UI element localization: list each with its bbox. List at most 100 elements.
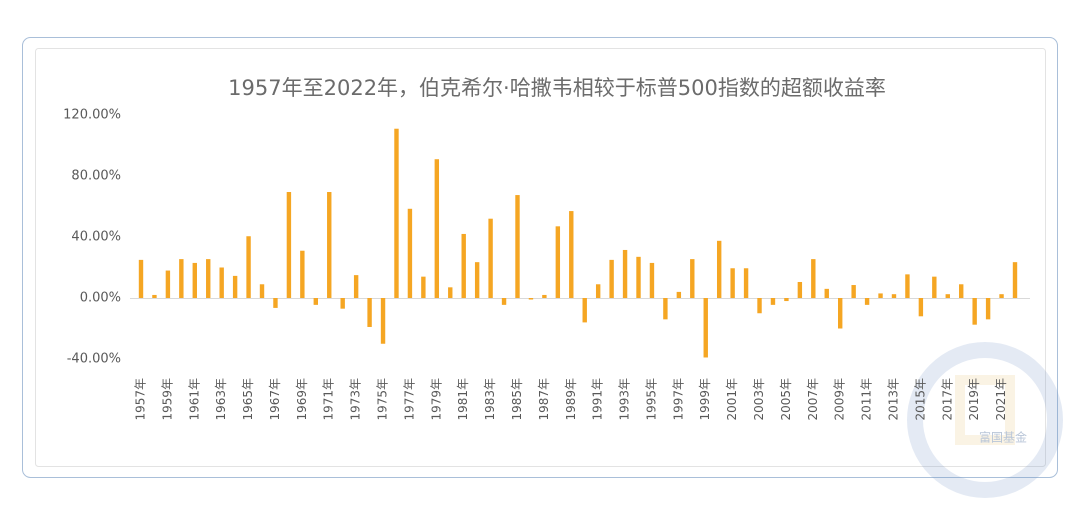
chart-panel [35,48,1046,467]
bar [918,298,924,317]
bar [690,259,695,298]
x-tick-label: 2015年 [913,378,927,421]
bar [246,236,251,298]
bar [622,249,628,298]
bar [555,226,561,298]
bar [582,298,587,323]
x-tick-label: 2019年 [967,378,981,421]
x-tick-label: 1977年 [402,378,416,421]
bar [838,298,843,329]
x-tick-label: 1989年 [564,378,578,421]
bar [313,298,318,305]
x-tick-label: 1981年 [456,378,470,421]
bar [797,281,803,298]
bar [394,128,399,298]
bar [273,298,278,308]
bar [569,211,574,298]
bar [165,270,171,298]
bar [340,298,345,309]
bar [434,159,440,298]
bar [985,298,991,320]
bar [152,294,157,298]
bar [528,298,534,300]
x-tick-label: 1999年 [698,378,712,421]
y-tick-label: 40.00% [71,230,121,245]
x-tick-label: 1993年 [618,378,632,421]
bar [676,291,682,298]
bar [824,288,829,298]
x-tick-label: 1971年 [322,378,336,421]
x-tick-label: 1957年 [134,378,148,421]
bar [367,298,372,327]
bar [959,284,964,298]
x-tick-label: 1973年 [349,378,363,421]
x-tick-label: 1969年 [295,378,309,421]
bar [179,259,184,298]
bar [138,259,144,298]
bar [501,298,507,305]
bar [515,195,520,298]
x-tick-label: 1985年 [510,378,524,421]
y-tick-label: 0.00% [80,291,121,306]
x-tick-label: 2007年 [806,378,820,421]
bar [286,192,292,298]
bar [730,268,735,298]
bar [542,294,547,298]
bar [878,293,883,298]
watermark: 富国基金 [979,430,1027,445]
bar [811,259,816,298]
bar [421,276,426,298]
y-tick-label: 120.00% [63,108,121,123]
x-tick-label: 1967年 [268,378,282,421]
bar [864,298,870,305]
x-tick-label: 1979年 [429,378,443,421]
bar [259,284,265,298]
x-tick-label: 1987年 [537,378,551,421]
bar [932,276,937,298]
bar [784,298,789,302]
bar [891,294,897,298]
x-tick-label: 1961年 [187,378,201,421]
x-tick-label: 1983年 [483,378,497,421]
bar [300,250,305,298]
bar [448,287,453,298]
x-tick-label: 2003年 [752,378,766,421]
bar [488,218,493,298]
x-tick-label: 2001年 [725,378,739,421]
x-tick-label: 2013年 [886,378,900,421]
x-tick-label: 1965年 [241,378,255,421]
x-tick-label: 1997年 [671,378,685,421]
bar [649,262,655,298]
bar [192,262,197,298]
bar [474,262,480,298]
bar [663,298,668,320]
bar [407,208,413,298]
x-tick-label: 2017年 [940,378,954,421]
bar [770,298,776,305]
bar [945,294,950,298]
watermark-logo [907,342,1063,498]
bar [905,274,910,298]
bar [1012,262,1018,298]
bar [232,275,238,298]
x-tick-label: 2021年 [994,378,1008,421]
y-tick-label: -40.00% [67,352,121,367]
y-tick-label: 80.00% [71,169,121,184]
bar [636,256,641,298]
bar [353,275,359,298]
bar [716,240,722,298]
bar [219,267,224,298]
x-tick-label: 2009年 [833,378,847,421]
bar [461,233,466,298]
bar [851,285,856,298]
bar [327,192,332,298]
bar [999,294,1004,298]
bar [703,298,708,358]
chart-title: 1957年至2022年，伯克希尔·哈撒韦相较于标普500指数的超额收益率 [228,76,886,100]
bar [972,298,977,325]
bar [743,268,749,298]
bar [206,259,211,298]
x-tick-label: 1995年 [644,378,658,421]
bar [757,298,762,314]
